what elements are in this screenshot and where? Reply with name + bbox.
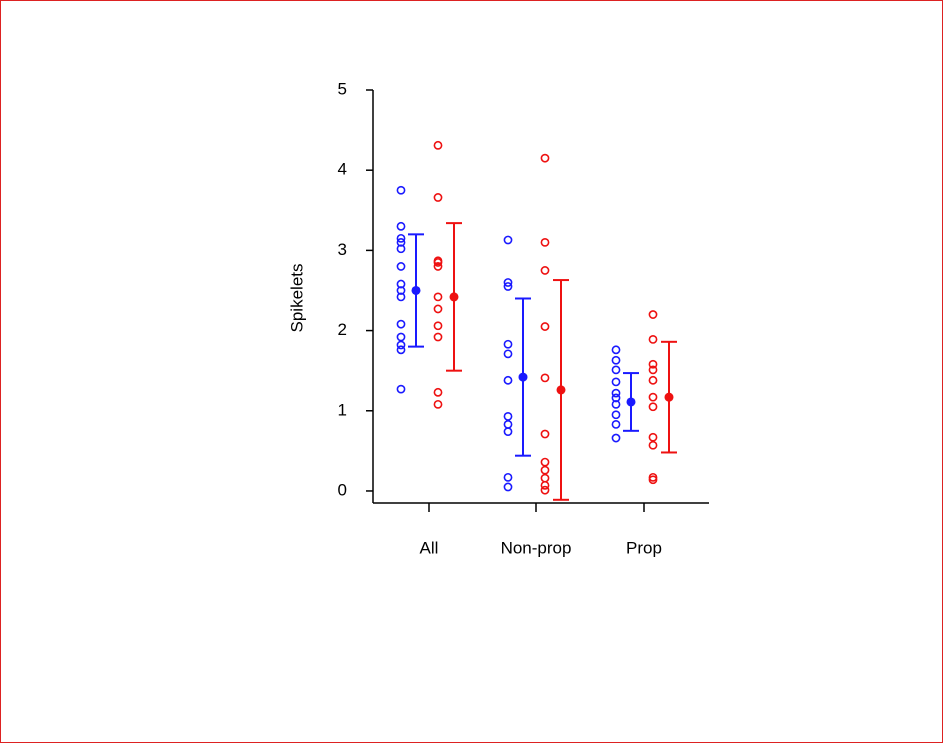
data-point: [611, 345, 621, 355]
data-point: [503, 420, 513, 429]
data-point: [396, 319, 406, 329]
data-point: [648, 402, 658, 412]
data-point: [503, 411, 513, 421]
mean-point: [449, 292, 459, 302]
data-point: [540, 373, 550, 383]
data-point: [433, 140, 443, 150]
data-point: [433, 193, 443, 202]
data-point: [648, 310, 658, 319]
data-point: [540, 266, 550, 275]
data-point: [540, 153, 550, 163]
data-point: [433, 304, 443, 314]
mean-point: [411, 285, 421, 295]
data-point: [648, 359, 658, 369]
data-point: [396, 332, 406, 342]
y-tick-label: 3: [338, 240, 347, 259]
data-point: [503, 482, 513, 492]
data-point: [396, 185, 406, 195]
data-point: [396, 244, 406, 254]
y-tick-label: 1: [338, 400, 347, 419]
data-point: [611, 420, 621, 429]
data-point: [433, 262, 443, 271]
data-point: [503, 339, 513, 349]
data-point: [540, 465, 550, 475]
data-point: [396, 340, 406, 350]
data-point: [648, 375, 658, 385]
data-point: [433, 399, 443, 409]
data-point: [611, 377, 621, 387]
y-tick-label: 0: [338, 480, 347, 499]
data-point: [396, 384, 406, 394]
data-point: [503, 349, 513, 359]
x-tick-label: Prop: [626, 538, 662, 557]
data-point: [611, 388, 621, 398]
x-tick-label: Non-prop: [501, 538, 572, 557]
data-point: [540, 457, 550, 467]
mean-point: [518, 372, 528, 382]
data-point: [503, 472, 513, 482]
data-point: [540, 322, 550, 331]
data-point: [648, 440, 658, 450]
data-point: [503, 427, 513, 437]
data-point: [396, 262, 406, 271]
y-tick-label: 2: [338, 320, 347, 339]
data-point: [433, 332, 443, 342]
data-point: [503, 278, 513, 287]
data-point: [503, 375, 513, 385]
data-point: [611, 433, 621, 443]
data-point: [540, 429, 550, 439]
data-point: [433, 321, 443, 331]
data-point: [503, 235, 513, 245]
data-point: [611, 365, 621, 375]
data-point: [396, 345, 406, 355]
data-point: [648, 335, 658, 344]
y-tick-label: 4: [338, 160, 347, 179]
data-point: [611, 355, 621, 365]
data-point: [648, 365, 658, 375]
mean-point: [664, 392, 674, 402]
mean-point: [556, 385, 566, 395]
data-point: [648, 475, 658, 485]
data-point: [540, 473, 550, 483]
data-point: [648, 392, 658, 402]
data-point: [503, 282, 513, 291]
data-point: [611, 410, 621, 420]
y-axis-label: Spikelets: [287, 264, 306, 333]
data-point: [540, 237, 550, 247]
data-point: [648, 432, 658, 442]
data-point: [433, 258, 443, 267]
y-tick-label: 5: [338, 79, 347, 98]
data-point: [611, 399, 621, 409]
data-point: [540, 480, 550, 490]
data-point: [396, 221, 406, 231]
data-point: [396, 233, 406, 243]
data-point: [540, 485, 550, 495]
data-point: [433, 387, 443, 397]
data-point: [396, 292, 406, 302]
mean-point: [626, 397, 636, 407]
data-point: [433, 292, 443, 302]
x-tick-label: All: [420, 538, 439, 557]
